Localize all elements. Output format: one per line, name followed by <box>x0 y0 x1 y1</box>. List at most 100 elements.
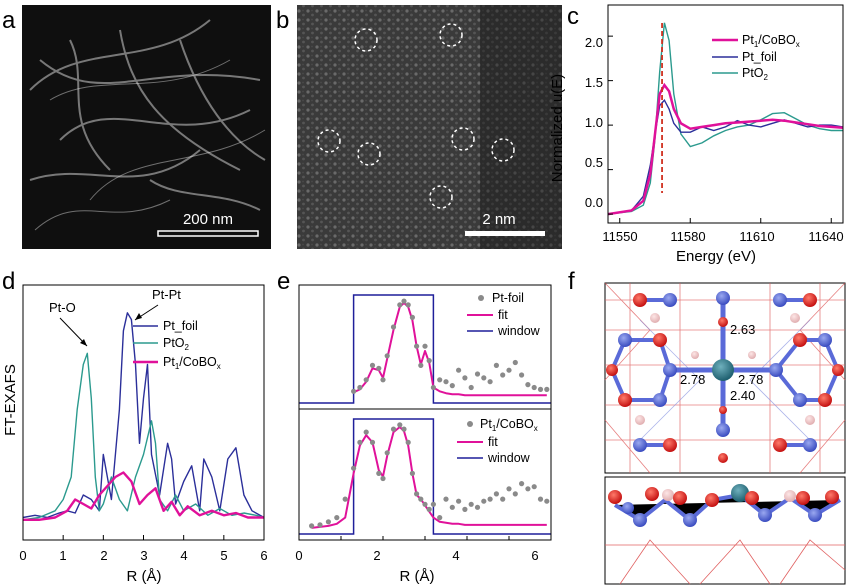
c-series-lines <box>607 22 844 223</box>
e-top-point <box>405 302 411 308</box>
d-legend-foil: Pt_foil <box>163 319 198 333</box>
e-bot-point <box>342 496 348 502</box>
c-ytick-3: 1.5 <box>585 75 603 90</box>
d-xticks: 0 1 2 3 4 5 6 <box>19 548 267 563</box>
e-top-point <box>418 362 424 368</box>
c-yticks: 0.0 0.5 1.0 1.5 2.0 <box>585 35 603 210</box>
e-top-point <box>544 386 550 392</box>
e-bot-point <box>376 470 382 476</box>
e-top-point <box>474 371 481 377</box>
e-top-point <box>525 382 531 388</box>
e-top-point <box>456 367 462 373</box>
d-xtick-4: 4 <box>180 548 187 563</box>
e-top-point <box>357 384 363 391</box>
e-bot-point <box>363 429 369 435</box>
e-top-point <box>487 379 493 385</box>
e-bot-point <box>544 498 550 504</box>
e-bot-point <box>397 422 403 428</box>
atoms-top <box>606 291 844 463</box>
d-legend: Pt_foil PtO2 Pt1/CoBOx <box>133 319 221 371</box>
e-bot-point <box>405 439 411 445</box>
e-top-fit-line <box>353 302 547 397</box>
e-top-point <box>363 377 369 383</box>
scale-bar-a <box>157 230 259 237</box>
c-ytick-1: 0.5 <box>585 155 603 170</box>
c-xticks: 11550 11580 11610 11640 <box>602 229 843 244</box>
d-xtick-1: 1 <box>59 548 66 563</box>
e-top-point <box>409 314 415 320</box>
e-top-legend: Pt-foil fit window <box>467 291 541 338</box>
d-xlabel: R (Å) <box>127 568 162 585</box>
e-xtick-4: 4 <box>452 548 459 563</box>
e-bot-point <box>462 506 468 512</box>
e-bot-point <box>468 501 474 507</box>
e-bot-point <box>369 439 376 445</box>
e-bot-window-line <box>299 418 551 535</box>
stem-image <box>297 5 562 249</box>
c-frame <box>607 4 844 224</box>
bond-length-2: 2.78 <box>738 372 763 387</box>
e-bot-legend-window: window <box>487 451 531 465</box>
c-ytick-4: 2.0 <box>585 35 603 50</box>
scale-bar-b <box>465 231 545 236</box>
e-bot-legend-pt1: Pt1/CoBOx <box>480 417 538 433</box>
e-top-point <box>500 372 506 378</box>
e-bot-point <box>418 496 424 502</box>
panel-c: c Normalized u(E) Energy (eV) 0.0 0.5 1.… <box>549 3 844 265</box>
d-series-lines <box>22 312 265 540</box>
e-bot-point <box>449 504 455 510</box>
c-legend-pto2: PtO2 <box>742 66 769 82</box>
e-bot-legend-fit: fit <box>488 435 498 449</box>
e-bot-point <box>493 491 499 497</box>
d-xtick-5: 5 <box>220 548 227 563</box>
e-bot-point <box>500 496 506 502</box>
e-bot-point <box>390 426 397 432</box>
panel-label-f: f <box>568 268 575 295</box>
e-top-point <box>426 358 432 364</box>
e-top-point <box>468 384 474 391</box>
e-top-window-line <box>299 294 551 404</box>
c-ytick-0: 0.0 <box>585 195 603 210</box>
e-bot-point <box>334 515 340 521</box>
panel-label-d: d <box>2 268 15 295</box>
d-line-0 <box>22 312 265 519</box>
e-top-point <box>351 388 357 394</box>
e-bottom-plot <box>298 418 552 540</box>
panel-b: b 2 nm <box>276 5 562 249</box>
e-top-point <box>401 298 407 304</box>
c-xtick-0: 11550 <box>602 229 637 244</box>
e-bot-point <box>481 498 487 504</box>
e-bot-point <box>401 426 407 432</box>
e-bottom-legend: Pt1/CoBOx fit window <box>457 417 538 465</box>
e-bot-point <box>474 504 481 510</box>
e-top-point <box>512 359 518 366</box>
e-top-point <box>443 379 449 385</box>
structure-top-view: 2.63 2.78 2.78 2.40 <box>604 282 846 474</box>
e-top-legend-swatch-dots <box>478 295 484 301</box>
bond-length-1: 2.78 <box>680 372 705 387</box>
e-top-point <box>380 377 386 383</box>
e-bot-point <box>422 501 428 507</box>
e-xtick-2: 2 <box>373 548 380 563</box>
e-top-point <box>430 384 436 391</box>
d-legend-pto2: PtO2 <box>163 336 190 352</box>
e-bot-point <box>430 501 436 507</box>
e-top-legend-foil: Pt-foil <box>492 291 524 305</box>
e-bot-point <box>380 475 386 482</box>
e-top-point <box>531 384 537 391</box>
c-line-2 <box>607 22 843 215</box>
e-bot-point <box>525 486 531 492</box>
panel-a: a 200 nm <box>2 5 271 249</box>
d-xtick-3: 3 <box>140 548 147 563</box>
e-bot-legend-swatch-dots <box>467 421 473 427</box>
panel-f: f <box>568 268 846 585</box>
d-annotations: Pt-O Pt-Pt <box>49 287 181 347</box>
e-bot-point <box>519 481 525 487</box>
e-bot-point <box>309 523 315 529</box>
d-line-1 <box>22 352 265 521</box>
panel-d: d FT-EXAFS R (Å) 0 1 2 3 4 5 6 Pt-O Pt-P… <box>2 268 268 585</box>
scale-bar-label-b: 2 nm <box>482 211 515 228</box>
e-top-point <box>376 365 382 371</box>
c-legend-pt1: Pt1/CoBOx <box>742 33 800 49</box>
